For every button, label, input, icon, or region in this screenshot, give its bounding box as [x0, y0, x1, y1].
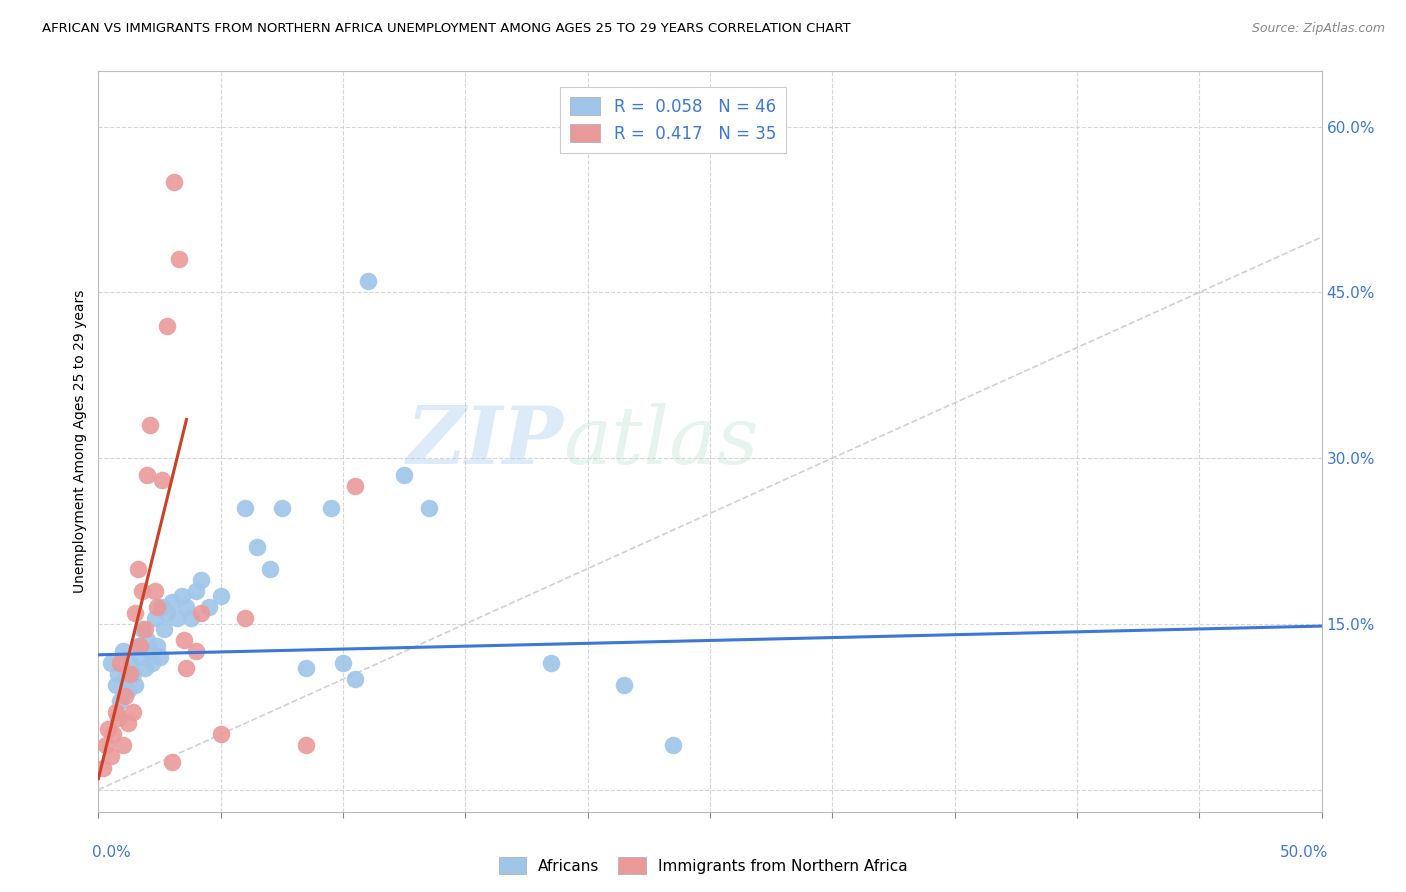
- Point: [295, 661, 318, 675]
- Text: ZIP: ZIP: [406, 403, 564, 480]
- Point: [114, 672, 136, 686]
- Point: [270, 500, 294, 515]
- Point: [209, 727, 232, 741]
- Point: [110, 656, 132, 670]
- Point: [246, 540, 269, 554]
- Point: [131, 623, 153, 637]
- Point: [163, 175, 186, 189]
- Text: 50.0%: 50.0%: [1279, 845, 1327, 860]
- Point: [190, 606, 212, 620]
- Point: [127, 639, 149, 653]
- Point: [167, 252, 190, 267]
- Point: [146, 600, 169, 615]
- Point: [356, 274, 378, 288]
- Point: [120, 666, 142, 681]
- Point: [197, 600, 219, 615]
- Point: [139, 644, 162, 658]
- Point: [344, 479, 367, 493]
- Point: [100, 749, 122, 764]
- Text: Source: ZipAtlas.com: Source: ZipAtlas.com: [1251, 22, 1385, 36]
- Point: [392, 467, 416, 482]
- Point: [141, 656, 163, 670]
- Point: [180, 611, 202, 625]
- Point: [176, 661, 198, 675]
- Point: [146, 639, 169, 653]
- Point: [124, 678, 146, 692]
- Text: atlas: atlas: [564, 403, 759, 480]
- Point: [104, 678, 127, 692]
- Point: [418, 500, 440, 515]
- Point: [129, 650, 152, 665]
- Point: [209, 589, 232, 603]
- Point: [110, 694, 132, 708]
- Legend: R =  0.058   N = 46, R =  0.417   N = 35: R = 0.058 N = 46, R = 0.417 N = 35: [561, 87, 786, 153]
- Point: [131, 583, 153, 598]
- Point: [121, 666, 143, 681]
- Point: [613, 678, 636, 692]
- Point: [136, 633, 159, 648]
- Point: [259, 561, 281, 575]
- Point: [156, 318, 179, 333]
- Point: [540, 656, 562, 670]
- Legend: Africans, Immigrants from Northern Africa: Africans, Immigrants from Northern Afric…: [492, 851, 914, 880]
- Text: 0.0%: 0.0%: [93, 845, 131, 860]
- Point: [143, 611, 166, 625]
- Point: [124, 606, 146, 620]
- Point: [107, 711, 129, 725]
- Point: [166, 611, 188, 625]
- Text: AFRICAN VS IMMIGRANTS FROM NORTHERN AFRICA UNEMPLOYMENT AMONG AGES 25 TO 29 YEAR: AFRICAN VS IMMIGRANTS FROM NORTHERN AFRI…: [42, 22, 851, 36]
- Point: [332, 656, 354, 670]
- Point: [97, 722, 120, 736]
- Point: [149, 650, 172, 665]
- Point: [104, 706, 127, 720]
- Point: [127, 561, 149, 575]
- Point: [176, 600, 198, 615]
- Point: [160, 595, 183, 609]
- Point: [117, 716, 139, 731]
- Point: [173, 633, 195, 648]
- Point: [143, 583, 166, 598]
- Point: [91, 760, 114, 774]
- Point: [111, 644, 134, 658]
- Point: [100, 656, 122, 670]
- Point: [295, 739, 318, 753]
- Point: [160, 755, 183, 769]
- Point: [94, 739, 117, 753]
- Point: [107, 666, 129, 681]
- Point: [233, 611, 256, 625]
- Point: [186, 583, 208, 598]
- Point: [136, 467, 159, 482]
- Point: [101, 727, 124, 741]
- Point: [114, 689, 136, 703]
- Point: [121, 706, 143, 720]
- Point: [190, 573, 212, 587]
- Point: [150, 600, 173, 615]
- Point: [134, 661, 156, 675]
- Point: [139, 417, 162, 432]
- Point: [117, 683, 139, 698]
- Point: [186, 644, 208, 658]
- Point: [120, 656, 142, 670]
- Point: [156, 606, 179, 620]
- Point: [111, 739, 134, 753]
- Point: [233, 500, 256, 515]
- Point: [153, 623, 176, 637]
- Point: [662, 739, 685, 753]
- Y-axis label: Unemployment Among Ages 25 to 29 years: Unemployment Among Ages 25 to 29 years: [73, 290, 87, 593]
- Point: [344, 672, 367, 686]
- Point: [170, 589, 193, 603]
- Point: [319, 500, 342, 515]
- Point: [129, 639, 152, 653]
- Point: [134, 623, 156, 637]
- Point: [150, 473, 173, 487]
